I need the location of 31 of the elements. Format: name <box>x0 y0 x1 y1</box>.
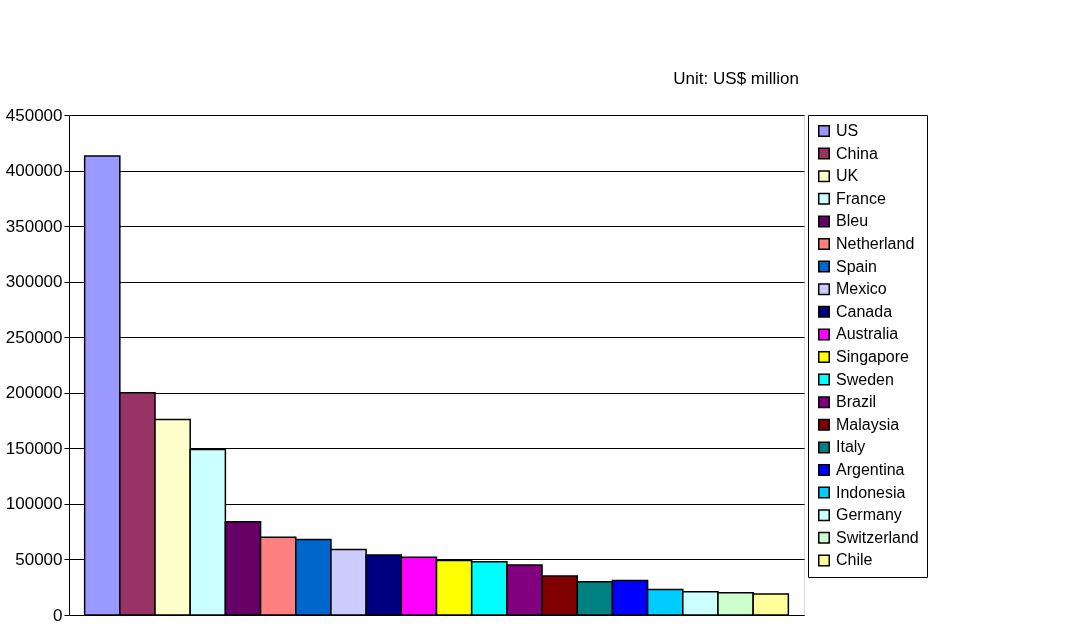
legend-label: Brazil <box>836 393 877 411</box>
legend-label: Spain <box>836 257 877 275</box>
text: Unit: US$ million <box>673 69 799 88</box>
y-tick-label: 200000 <box>5 383 63 403</box>
y-tick-label: 450000 <box>5 105 63 125</box>
legend-label: Switzerland <box>836 528 919 546</box>
y-tick-label: 0 <box>53 605 63 625</box>
y-tick-label: 50000 <box>15 549 63 569</box>
legend-label: Chile <box>836 551 873 569</box>
legend-label: Singapore <box>836 348 910 365</box>
legend-label: Bleu <box>836 212 869 230</box>
y-tick-label: 150000 <box>5 438 63 458</box>
legend-label: US <box>836 122 859 139</box>
legend-label: Argentina <box>836 461 905 478</box>
legend-label: Germany <box>836 506 902 524</box>
legend-label: Australia <box>836 325 899 343</box>
legend-label: UK <box>836 167 859 185</box>
y-tick-label: 350000 <box>5 216 63 236</box>
y-tick-label: 400000 <box>5 161 63 181</box>
y-tick-label: 250000 <box>5 327 63 347</box>
y-tick-label: 300000 <box>5 272 63 292</box>
legend-label: Canada <box>836 302 893 320</box>
legend-label: Mexico <box>836 280 887 298</box>
legend-label: Malaysia <box>836 415 900 433</box>
legend-label: Italy <box>836 438 866 456</box>
legend-label: France <box>836 189 886 207</box>
y-tick-label: 100000 <box>5 494 63 514</box>
legend-label: Indonesia <box>836 483 906 501</box>
legend-label: China <box>836 144 878 162</box>
legend-label: Sweden <box>836 370 894 388</box>
legend-label: Netherland <box>836 235 915 252</box>
